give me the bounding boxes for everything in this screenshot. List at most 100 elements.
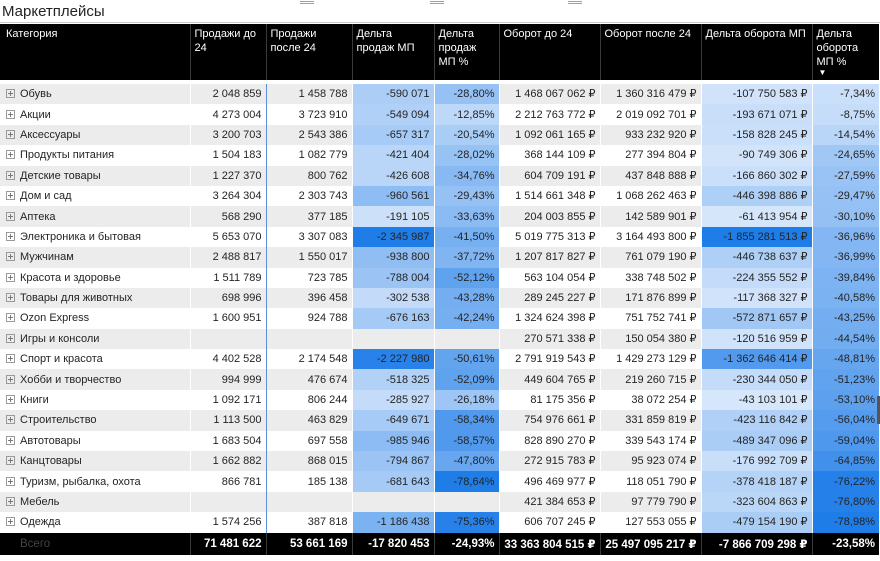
total-turnover-delta-pct: -23,58% — [811, 532, 879, 555]
expand-plus-icon[interactable] — [6, 231, 15, 241]
category-cell[interactable]: Товары для животных — [0, 287, 190, 309]
expand-plus-icon[interactable] — [6, 89, 15, 99]
column-header-sales-delta-pct[interactable]: Дельта продаж МП % — [433, 24, 499, 80]
table-row[interactable]: Мужчинам 2 488 817 1 550 017 -938 800 -37,72… — [0, 247, 879, 268]
table-row[interactable]: Акции 4 273 004 3 723 910 -549 094 -12,85% 2 … — [0, 104, 879, 125]
sales-before-cell: 4 273 004 — [189, 104, 267, 125]
sales-before-cell: 5 653 070 — [189, 226, 267, 248]
column-header-turnover-before[interactable]: Оборот до 24 — [498, 24, 600, 80]
table-row[interactable]: Канцтовары 1 662 882 868 015 -794 867 -47,80… — [0, 451, 879, 472]
expand-plus-icon[interactable] — [6, 150, 15, 160]
category-cell[interactable]: Строительство — [0, 410, 190, 431]
drag-handle-icon[interactable] — [568, 1, 582, 4]
sort-descending-icon[interactable]: ▼ — [818, 68, 827, 77]
category-cell[interactable]: Мебель — [0, 491, 190, 513]
expand-plus-icon[interactable] — [6, 313, 15, 323]
category-label: Мебель — [20, 496, 60, 508]
turnover-delta-cell: -230 344 050 ₽ — [700, 369, 812, 390]
expand-plus-icon[interactable] — [6, 456, 15, 466]
turnover-after-cell: 751 752 741 ₽ — [599, 308, 701, 329]
turnover-delta-cell: -166 860 302 ₽ — [700, 165, 812, 186]
expand-plus-icon[interactable] — [6, 374, 15, 384]
table-row[interactable]: Спорт и красота 4 402 528 2 174 548 -2 227 … — [0, 349, 879, 370]
expand-plus-icon[interactable] — [6, 109, 15, 119]
category-cell[interactable]: Электроника и бытовая — [0, 226, 190, 248]
expand-plus-icon[interactable] — [6, 333, 15, 343]
table-row[interactable]: Дом и сад 3 264 304 2 303 743 -960 561 -29,4… — [0, 185, 879, 207]
expand-plus-icon[interactable] — [6, 191, 15, 201]
table-row[interactable]: Автотовары 1 683 504 697 558 -985 946 -58,57… — [0, 430, 879, 452]
column-header-turnover-after[interactable]: Оборот после 24 — [599, 24, 701, 80]
category-cell[interactable]: Аптека — [0, 206, 190, 227]
sales-after-cell: 806 244 — [265, 389, 352, 411]
turnover-before-cell: 270 571 338 ₽ — [498, 328, 600, 350]
table-row[interactable]: Детские товары 1 227 370 800 762 -426 608 -3… — [0, 165, 879, 186]
category-cell[interactable]: Туризм, рыбалка, охота — [0, 471, 190, 492]
table-row[interactable]: Продукты питания 1 504 183 1 082 779 -421 4… — [0, 145, 879, 166]
category-cell[interactable]: Красота и здоровье — [0, 267, 190, 288]
category-cell[interactable]: Одежда — [0, 512, 190, 533]
sales-before-cell: 2 048 859 — [189, 84, 267, 105]
table-row[interactable]: Аптека 568 290 377 185 -191 105 -33,63% 204 0… — [0, 206, 879, 227]
category-cell[interactable]: Аксессуары — [0, 124, 190, 146]
table-row[interactable]: Аксессуары 3 200 703 2 543 386 -657 317 -20,… — [0, 124, 879, 146]
category-cell[interactable]: Автотовары — [0, 430, 190, 452]
column-header-sales-before[interactable]: Продажи до 24 — [189, 24, 266, 80]
table-row[interactable]: Мебель 421 384 653 ₽97 779 790 ₽ -323 604 … — [0, 491, 879, 513]
turnover-delta-cell: -1 855 281 513 ₽ — [700, 226, 812, 248]
table-row[interactable]: Строительство 1 113 500 463 829 -649 671 -58… — [0, 410, 879, 431]
expand-plus-icon[interactable] — [6, 517, 15, 527]
column-header-turnover-delta[interactable]: Дельта оборота МП — [700, 24, 812, 80]
expand-plus-icon[interactable] — [6, 129, 15, 139]
expand-plus-icon[interactable] — [6, 415, 15, 425]
turnover-delta-pct-cell: -30,10% — [811, 206, 879, 227]
drag-handle-icon[interactable] — [430, 1, 444, 4]
table-row[interactable]: Обувь 2 048 859 1 458 788 -590 071 -28,80% 1 … — [0, 84, 879, 105]
category-cell[interactable]: Спорт и красота — [0, 349, 190, 370]
category-cell[interactable]: Канцтовары — [0, 451, 190, 472]
turnover-delta-cell: -61 413 954 ₽ — [700, 206, 812, 227]
table-row[interactable]: Электроника и бытовая 5 653 070 3 307 083-… — [0, 226, 879, 248]
category-cell[interactable]: Ozon Express — [0, 308, 190, 329]
column-header-category[interactable]: Категория — [0, 24, 190, 80]
expand-plus-icon[interactable] — [6, 395, 15, 405]
expand-plus-icon[interactable] — [6, 497, 15, 506]
sales-before-cell: 3 200 703 — [189, 124, 267, 146]
total-turnover-after: 25 497 095 217 ₽ — [599, 532, 701, 555]
table-row[interactable]: Туризм, рыбалка, охота 866 781 185 138 -681… — [0, 471, 879, 492]
expand-plus-icon[interactable] — [6, 211, 15, 221]
table-row[interactable]: Хобби и творчество 994 999 476 674 -518 325… — [0, 369, 879, 390]
expand-plus-icon[interactable] — [6, 354, 15, 364]
expand-plus-icon[interactable] — [6, 476, 15, 486]
expand-plus-icon[interactable] — [6, 293, 15, 303]
drag-handle-icon[interactable] — [300, 1, 314, 4]
table-row[interactable]: Товары для животных 698 996 396 458 -302 53… — [0, 287, 879, 309]
category-cell[interactable]: Дом и сад — [0, 185, 190, 207]
expand-plus-icon[interactable] — [6, 252, 15, 262]
table-row[interactable]: Красота и здоровье 1 511 789 723 785 -788 0… — [0, 267, 879, 288]
expand-plus-icon[interactable] — [6, 170, 15, 180]
column-header-sales-after[interactable]: Продажи после 24 — [265, 24, 352, 80]
turnover-after-cell: 277 394 804 ₽ — [599, 145, 701, 166]
category-cell[interactable]: Детские товары — [0, 165, 190, 186]
category-cell[interactable]: Книги — [0, 389, 190, 411]
category-cell[interactable]: Игры и консоли — [0, 328, 190, 350]
table-row[interactable]: Ozon Express 1 600 951 924 788 -676 163 -42,… — [0, 308, 879, 329]
sales-after-cell: 463 829 — [265, 410, 352, 431]
turnover-after-cell: 338 748 502 ₽ — [599, 267, 701, 288]
table-row[interactable]: Книги 1 092 171 806 244 -285 927 -26,18% 81 1… — [0, 389, 879, 411]
category-cell[interactable]: Обувь — [0, 84, 190, 105]
sales-delta-cell: -285 927 — [351, 389, 434, 411]
table-row[interactable]: Игры и консоли 270 571 338 ₽150 054 380 ₽… — [0, 328, 879, 350]
table-row[interactable]: Одежда 1 574 256 387 818 -1 186 438 -75,36% 6… — [0, 512, 879, 533]
expand-plus-icon[interactable] — [6, 272, 15, 282]
column-header-sales-delta[interactable]: Дельта продаж МП — [351, 24, 434, 80]
category-cell[interactable]: Мужчинам — [0, 247, 190, 268]
expand-plus-icon[interactable] — [6, 435, 15, 445]
category-cell[interactable]: Продукты питания — [0, 145, 190, 166]
category-cell[interactable]: Акции — [0, 104, 190, 125]
scrollbar[interactable] — [877, 396, 880, 424]
category-cell[interactable]: Хобби и творчество — [0, 369, 190, 390]
category-label: Аптека — [20, 210, 56, 223]
column-header-turnover-delta-pct[interactable]: Дельта оборота МП % ▼ — [811, 24, 879, 80]
